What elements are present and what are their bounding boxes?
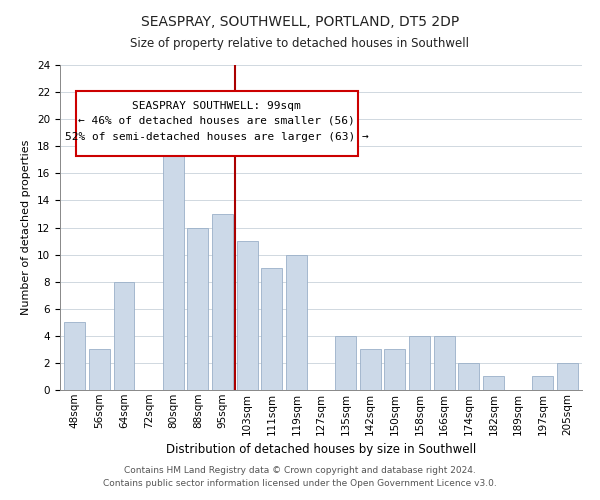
- X-axis label: Distribution of detached houses by size in Southwell: Distribution of detached houses by size …: [166, 443, 476, 456]
- Bar: [532, 376, 553, 390]
- Bar: [360, 350, 381, 390]
- Bar: [163, 132, 184, 390]
- Text: Size of property relative to detached houses in Southwell: Size of property relative to detached ho…: [131, 38, 470, 51]
- Text: 52% of semi-detached houses are larger (63) →: 52% of semi-detached houses are larger (…: [65, 132, 368, 141]
- Text: Contains HM Land Registry data © Crown copyright and database right 2024.
Contai: Contains HM Land Registry data © Crown c…: [103, 466, 497, 487]
- Y-axis label: Number of detached properties: Number of detached properties: [22, 140, 31, 315]
- Bar: [483, 376, 504, 390]
- Bar: [434, 336, 455, 390]
- Bar: [236, 241, 257, 390]
- Bar: [187, 228, 208, 390]
- Text: ← 46% of detached houses are smaller (56): ← 46% of detached houses are smaller (56…: [78, 116, 355, 126]
- Bar: [64, 322, 85, 390]
- Bar: [458, 363, 479, 390]
- Bar: [113, 282, 134, 390]
- Text: SEASPRAY, SOUTHWELL, PORTLAND, DT5 2DP: SEASPRAY, SOUTHWELL, PORTLAND, DT5 2DP: [141, 15, 459, 29]
- Text: SEASPRAY SOUTHWELL: 99sqm: SEASPRAY SOUTHWELL: 99sqm: [132, 101, 301, 111]
- Bar: [335, 336, 356, 390]
- Bar: [385, 350, 406, 390]
- Bar: [557, 363, 578, 390]
- Bar: [89, 350, 110, 390]
- Bar: [261, 268, 282, 390]
- Bar: [212, 214, 233, 390]
- Bar: [409, 336, 430, 390]
- Bar: [286, 254, 307, 390]
- FancyBboxPatch shape: [76, 91, 358, 156]
